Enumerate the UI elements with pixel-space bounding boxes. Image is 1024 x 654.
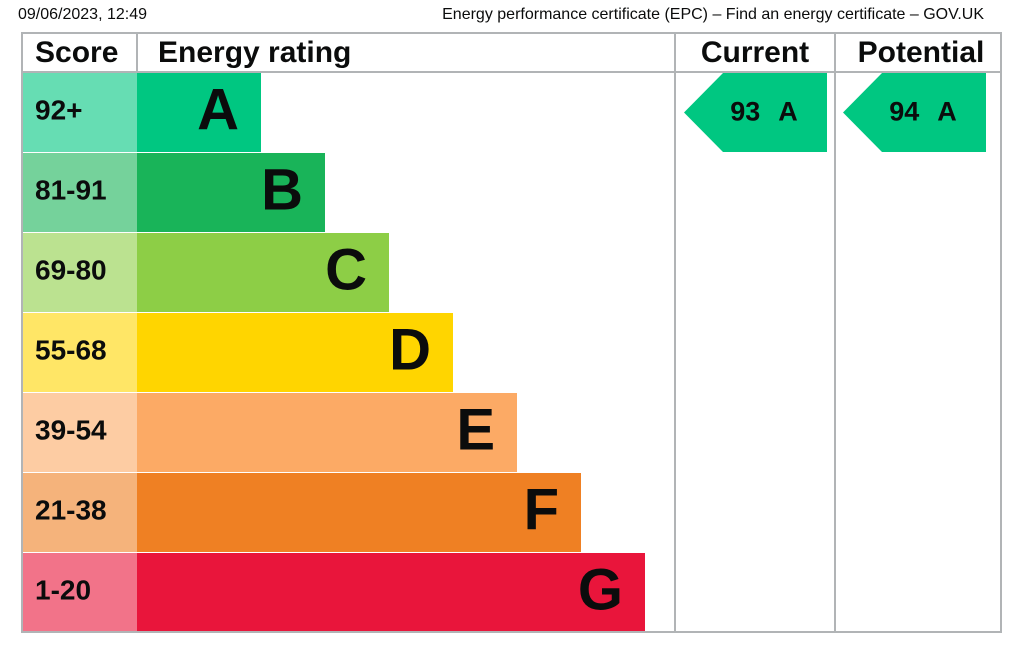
table-frame [21, 32, 1002, 633]
score-cell [23, 233, 137, 312]
current-score: 93 [730, 97, 760, 127]
column-header: Energy rating [158, 36, 351, 69]
score-cell [23, 73, 137, 152]
score-range: 55-68 [35, 334, 107, 365]
page-title: Energy performance certificate (EPC) – F… [442, 6, 984, 23]
column-header: Potential [858, 36, 985, 69]
column-header: Score [35, 36, 118, 69]
print-date: 09/06/2023, 12:49 [18, 6, 147, 23]
rating-bar [137, 553, 645, 632]
rating-bar [137, 393, 517, 472]
score-cell [23, 313, 137, 392]
score-cell [23, 553, 137, 632]
rating-bar [137, 473, 581, 552]
score-cell [23, 153, 137, 232]
rating-bar [137, 233, 389, 312]
potential-rating: A [937, 97, 957, 127]
current-label: 93 A [730, 97, 798, 127]
rating-letter: A [197, 77, 239, 142]
rating-letter: G [578, 557, 623, 622]
score-range: 92+ [35, 94, 83, 125]
score-range: 39-54 [35, 414, 107, 445]
rating-letter: C [325, 237, 367, 302]
score-range: 21-38 [35, 494, 107, 525]
current-rating: A [778, 97, 798, 127]
rating-bar [137, 313, 453, 392]
rating-bar [137, 73, 261, 152]
rating-bar [137, 153, 325, 232]
potential-label: 94 A [889, 97, 957, 127]
potential-arrow [843, 73, 986, 152]
potential-score: 94 [889, 97, 919, 127]
rating-letter: F [524, 477, 559, 542]
rating-letter: E [456, 397, 495, 462]
score-range: 1-20 [35, 574, 91, 605]
rating-letter: D [389, 317, 431, 382]
rating-letter: B [261, 157, 303, 222]
score-cell [23, 473, 137, 552]
score-range: 69-80 [35, 254, 107, 285]
score-range: 81-91 [35, 174, 107, 205]
current-arrow [684, 73, 827, 152]
score-cell [23, 393, 137, 472]
column-header: Current [701, 36, 809, 69]
